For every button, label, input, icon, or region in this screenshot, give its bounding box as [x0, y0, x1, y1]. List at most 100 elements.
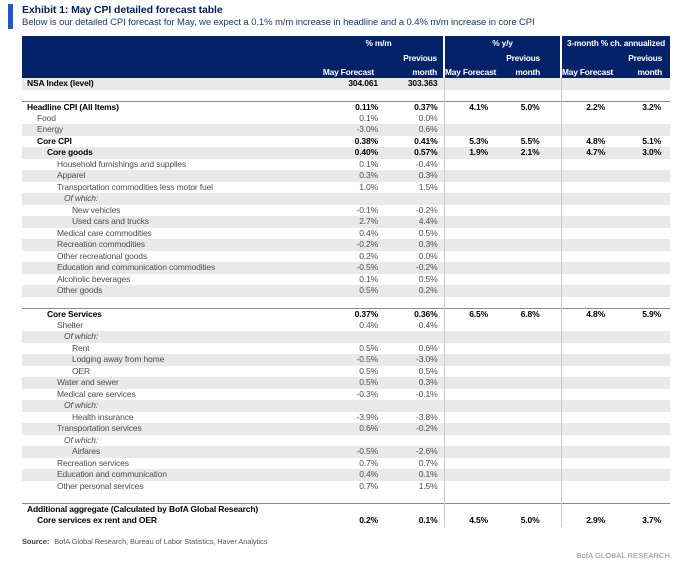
value-cell: [619, 366, 670, 378]
value-cell: 0.38%: [354, 135, 379, 146]
value-cell: [502, 285, 562, 297]
value-cell: 0.0%: [418, 250, 438, 261]
value-cell: 0.1%: [359, 273, 378, 284]
column-group-yy: % y/y: [442, 36, 562, 50]
value-cell: [443, 446, 502, 458]
value-cell: [560, 227, 620, 239]
header-spacer: [314, 50, 382, 64]
value-cell: [382, 297, 444, 309]
value-cell: 0.1%: [359, 158, 378, 169]
exhibit-subtitle: Below is our detailed CPI forecast for M…: [22, 17, 535, 28]
table-row: Other goods 0.5% 0.2%: [22, 285, 671, 297]
value-cell: 0.4%: [314, 469, 382, 481]
value-cell: [560, 492, 620, 504]
column-group-3mo: 3-month % ch. annualized: [560, 36, 671, 50]
value-cell: [314, 503, 382, 515]
header-may-forecast-3mo: May Forecast: [560, 64, 620, 78]
value-cell: [619, 170, 671, 182]
row-label: Other personal services: [57, 480, 144, 491]
header-spacer: [443, 50, 502, 64]
row-label: Rent: [72, 342, 90, 353]
value-cell: [619, 423, 671, 435]
value-cell: -0.1%: [356, 204, 379, 215]
table-row: Core goods 0.40% 0.57% 1.9% 2.1% 4.7% 3.0%: [22, 147, 671, 159]
value-cell: [619, 228, 670, 240]
table-row: Alcoholic beverages 0.1% 0.5%: [22, 273, 670, 285]
source-line: Source: BofA Global Research, Bureau of L…: [22, 537, 680, 546]
value-cell: [619, 377, 671, 389]
table-row: Of which:: [22, 193, 671, 205]
value-cell: 0.2%: [359, 515, 378, 526]
row-label: Other goods: [22, 285, 314, 297]
value-cell: [443, 411, 502, 423]
value-cell: [560, 469, 620, 481]
value-cell: -0.2%: [314, 239, 382, 251]
header-may-forecast-yy: May Forecast: [443, 64, 502, 78]
table-row: Education and communication 0.4% 0.1%: [22, 469, 671, 481]
table-row: Core Services 0.37% 0.36% 6.5% 6.8% 4.8% 5.9%: [22, 307, 671, 320]
value-cell: -3.0%: [382, 354, 444, 366]
value-cell: -0.2%: [382, 423, 444, 435]
value-cell: [619, 285, 671, 297]
value-cell: 1.9%: [443, 147, 502, 159]
value-cell: 3.2%: [619, 100, 671, 113]
table-row: Of which:: [22, 331, 671, 343]
value-cell: [502, 228, 561, 240]
table-row: Health insurance -3.9% -3.8%: [22, 411, 670, 424]
value-cell: [443, 112, 502, 124]
value-cell: 0.37%: [382, 100, 444, 113]
table-row: Food 0.1% 0.0%: [22, 112, 670, 125]
value-cell: 5.0%: [520, 515, 540, 526]
value-cell: [443, 227, 502, 239]
value-cell: [560, 181, 620, 193]
row-label: Medical care commodities: [57, 227, 152, 238]
value-cell: 0.1%: [359, 112, 378, 123]
value-cell: [502, 113, 561, 125]
value-cell: [560, 273, 620, 285]
value-cell: [560, 170, 620, 182]
table-row: Used cars and trucks 2.7% 4.4%: [22, 216, 671, 228]
value-cell: 0.5%: [418, 227, 438, 238]
value-cell: [619, 90, 670, 102]
value-cell: [619, 320, 670, 332]
value-cell: 5.3%: [443, 135, 502, 147]
value-cell: [619, 216, 671, 228]
value-cell: 4.7%: [560, 147, 620, 159]
value-cell: [502, 377, 562, 389]
value-cell: [619, 412, 670, 424]
exhibit-header: Exhibit 1: May CPI detailed forecast tab…: [8, 4, 680, 29]
value-cell: [560, 411, 620, 423]
value-cell: [560, 296, 620, 308]
row-label: Of which:: [22, 400, 314, 412]
value-cell: 0.5%: [359, 365, 378, 376]
row-label: Additional aggregate (Calculated by BofA…: [22, 503, 314, 515]
value-cell: [443, 204, 502, 216]
value-cell: [443, 262, 502, 274]
row-label: Alcoholic beverages: [57, 273, 131, 284]
value-cell: [314, 90, 382, 102]
value-cell: [502, 320, 561, 332]
value-cell: 0.37%: [314, 307, 382, 320]
value-cell: 3.7%: [642, 515, 662, 526]
value-cell: [382, 492, 444, 504]
table-row: Core services ex rent and OER 0.2% 0.1% 4.5…: [22, 515, 670, 527]
value-cell: [619, 193, 671, 205]
value-cell: [443, 388, 502, 400]
value-cell: [443, 170, 502, 182]
table-row: Education and communication commodities -…: [22, 262, 671, 274]
value-cell: -0.4%: [416, 158, 438, 169]
value-cell: 0.36%: [382, 307, 444, 320]
table-row: Apparel 0.3% 0.3%: [22, 170, 671, 182]
value-cell: [382, 435, 444, 447]
value-cell: 0.1%: [382, 469, 444, 481]
value-cell: -3.8%: [416, 411, 438, 422]
value-cell: [560, 250, 620, 262]
value-cell: 0.3%: [382, 170, 444, 182]
row-label: Headline CPI (All Items): [22, 100, 314, 113]
value-cell: -0.5%: [314, 446, 382, 458]
header-month-3mo: month: [619, 64, 671, 78]
value-cell: 0.5%: [314, 285, 382, 297]
row-label: [22, 297, 314, 309]
value-cell: [560, 78, 620, 90]
value-cell: [443, 296, 502, 308]
